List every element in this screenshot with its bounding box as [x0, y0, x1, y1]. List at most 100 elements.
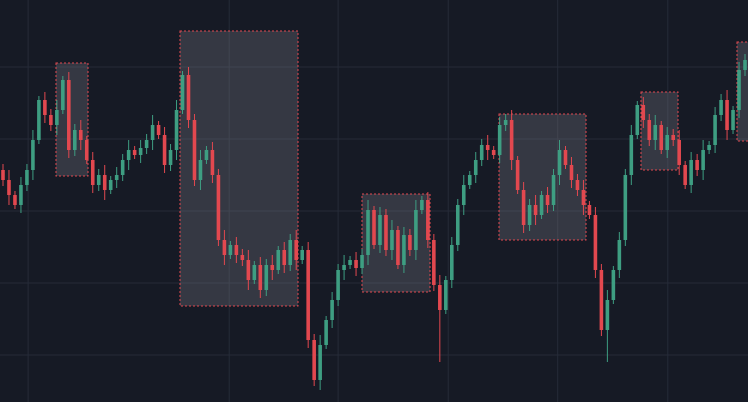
candle-body — [49, 115, 53, 125]
candle-body — [31, 140, 35, 170]
candle-body — [461, 185, 466, 205]
candle-body — [569, 165, 574, 180]
candle-body — [282, 250, 287, 265]
candle-body — [515, 160, 520, 190]
candle-body — [162, 135, 167, 165]
candle-body — [611, 270, 616, 300]
candle-body — [659, 125, 664, 150]
candle-body — [396, 230, 400, 265]
candle-body — [120, 160, 125, 175]
candle-body — [593, 215, 598, 270]
candle-body — [557, 150, 562, 175]
candle-body — [318, 345, 322, 380]
candle-body — [234, 245, 239, 255]
candle-body — [617, 240, 622, 270]
candle-body — [408, 235, 412, 250]
candle-body — [114, 175, 119, 180]
candle-body — [497, 125, 502, 155]
candle-body — [84, 140, 89, 160]
candle-body — [725, 100, 729, 130]
candle-body — [25, 170, 29, 185]
candle-body — [19, 185, 23, 205]
candle-body — [108, 180, 113, 190]
candle-body — [647, 120, 652, 140]
candle-body — [420, 200, 424, 210]
candles — [1, 54, 747, 390]
candle-body — [432, 240, 436, 285]
candle-body — [222, 240, 227, 255]
candle-body — [390, 230, 394, 250]
candle-body — [258, 265, 263, 290]
candle-body — [228, 245, 233, 255]
candle-body — [438, 285, 442, 310]
candle-body — [138, 148, 143, 155]
candle-body — [168, 150, 173, 165]
candle-body — [384, 215, 388, 250]
candle-body — [449, 245, 454, 280]
candle-body — [731, 110, 735, 130]
candle-body — [605, 300, 610, 330]
highlight-box — [361, 193, 431, 293]
candle-body — [186, 75, 191, 120]
candle-body — [96, 175, 101, 185]
candle-body — [587, 205, 592, 215]
candle-body — [485, 145, 490, 150]
candle-body — [653, 125, 658, 140]
candle-body — [635, 105, 640, 135]
candle-body — [641, 105, 646, 120]
candle-body — [414, 210, 418, 250]
candle-body — [348, 260, 352, 265]
candle-body — [689, 160, 693, 185]
candle-body — [246, 260, 251, 280]
candle-body — [102, 175, 107, 190]
candle-body — [473, 160, 478, 175]
candle-body — [126, 150, 131, 160]
candle-body — [444, 280, 448, 310]
candle-body — [539, 195, 544, 215]
candle-body — [503, 120, 508, 125]
candle-body — [575, 180, 580, 190]
candle-body — [270, 265, 275, 270]
candle-body — [509, 120, 514, 160]
candle-body — [623, 175, 628, 240]
candle-body — [402, 235, 406, 265]
candle-body — [336, 270, 340, 300]
candle-body — [342, 265, 346, 270]
candle-body — [156, 125, 161, 135]
candle-body — [180, 75, 185, 110]
candle-body — [324, 320, 328, 345]
candle-body — [521, 190, 526, 225]
candle-body — [294, 240, 299, 260]
highlight-box — [55, 62, 89, 177]
candle-body — [533, 205, 538, 215]
candle-body — [174, 110, 179, 150]
candle-body — [366, 210, 370, 255]
candle-body — [43, 100, 47, 115]
candle-body — [551, 175, 556, 205]
candle-body — [276, 250, 281, 270]
candle-body — [354, 260, 358, 268]
candle-body — [288, 240, 293, 265]
highlight-box — [736, 41, 748, 142]
candle-body — [264, 265, 269, 290]
candle-body — [527, 205, 532, 225]
candle-body — [210, 150, 215, 175]
candle-body — [545, 195, 550, 205]
candle-body — [426, 200, 430, 240]
candle-body — [90, 160, 95, 185]
candle-body — [306, 250, 310, 340]
candle-body — [216, 175, 221, 240]
candle-body — [719, 100, 723, 115]
candle-body — [13, 195, 17, 205]
candle-body — [455, 205, 460, 245]
candle-body — [78, 130, 83, 140]
candle-body — [372, 210, 376, 245]
candle-body — [743, 60, 747, 70]
candle-body — [204, 150, 209, 160]
candle-body — [198, 160, 203, 180]
candle-body — [677, 140, 681, 165]
candle-body — [67, 80, 71, 150]
candle-body — [378, 215, 382, 245]
candle-body — [581, 190, 586, 205]
